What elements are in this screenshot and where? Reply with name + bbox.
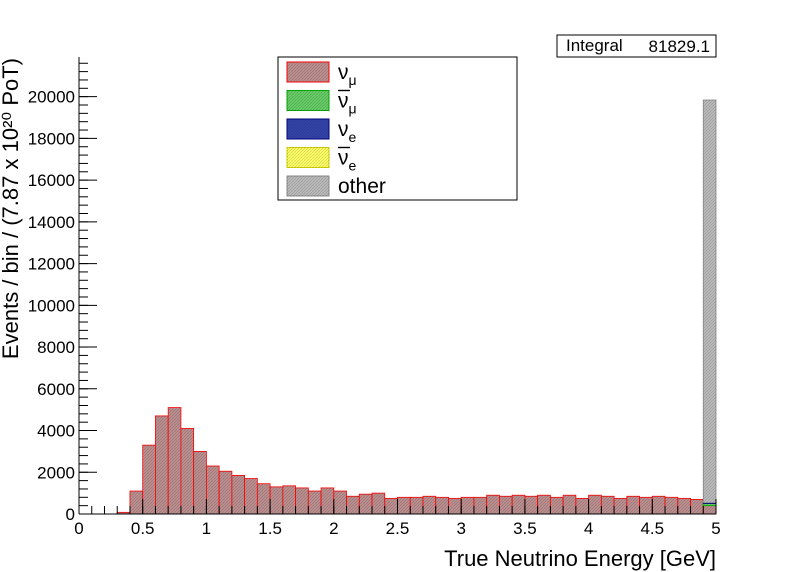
bar-hatch-4-49	[703, 99, 716, 503]
legend-swatch-hatch	[287, 62, 329, 82]
bar-hatch-0-6	[155, 415, 169, 514]
legend-label: νμ	[338, 90, 357, 117]
bar-hatch-0-45	[652, 496, 666, 514]
bar-hatch-0-37	[550, 497, 564, 514]
y-tick-label: 16000	[28, 171, 75, 190]
stats-value: 81829.1	[649, 37, 710, 56]
bar-hatch-0-35	[524, 496, 538, 514]
bar-hatch-0-19	[321, 487, 334, 514]
bar-hatch-0-43	[626, 496, 640, 514]
y-axis-title: Events / bin / (7.87 x 10²⁰ PoT)	[0, 58, 23, 359]
bar-hatch-0-17	[295, 487, 309, 514]
bar-hatch-0-18	[308, 491, 322, 514]
bar-hatch-0-10	[206, 466, 220, 514]
x-tick-label: 5	[711, 519, 720, 538]
tick-labels: 0 0.5 1 1.5 2 2.5 3 3.5 4 4.5 5 0 2000 4000 6000 8000 10…	[28, 88, 721, 538]
bar-hatch-0-47	[677, 498, 691, 514]
bar-hatch-0-31	[473, 497, 487, 514]
y-tick-label: 4000	[37, 422, 75, 441]
legend-swatch-hatch	[287, 147, 329, 168]
bar-hatch-0-20	[333, 491, 347, 514]
bar-hatch-0-34	[512, 495, 525, 514]
bar-hatch-0-48	[690, 499, 704, 514]
x-tick-label: 3	[456, 519, 465, 538]
x-tick-label: 0.5	[131, 519, 155, 538]
tick-marks	[78, 62, 717, 515]
y-tick-label: 12000	[28, 255, 75, 274]
legend-label: νe	[338, 118, 357, 145]
bar-hatch-0-9	[193, 451, 207, 514]
bar-hatch-0-16	[282, 485, 296, 514]
stats-label: Integral	[566, 36, 623, 55]
x-tick-label: 0	[74, 519, 83, 538]
bar-hatch-0-36	[537, 495, 551, 514]
y-tick-label: 6000	[37, 380, 75, 399]
bar-hatch-0-4	[129, 491, 143, 514]
bar-hatch-0-49	[703, 505, 716, 514]
legend-swatch-hatch	[287, 176, 329, 196]
bar-hatch-0-39	[575, 498, 589, 514]
bar-hatch-0-7	[168, 407, 181, 514]
bar-hatch-0-28	[435, 497, 449, 514]
bar-hatch-0-5	[142, 445, 156, 514]
legend-swatch-hatch	[287, 119, 329, 139]
legend-swatch-hatch	[287, 90, 329, 111]
bar-hatch-0-33	[499, 496, 513, 514]
y-tick-label: 2000	[37, 463, 75, 482]
x-axis-title: True Neutrino Energy [GeV]	[444, 546, 716, 571]
x-tick-label: 2.5	[386, 519, 410, 538]
bar-hatch-0-30	[461, 497, 474, 514]
legend-label: νμ	[338, 61, 357, 88]
bar-hatch-0-27	[422, 496, 436, 514]
bar-hatch-0-40	[588, 495, 602, 514]
x-tick-label: 4	[584, 519, 593, 538]
bar-hatch-0-22	[359, 494, 373, 514]
legend-label: νe	[338, 147, 357, 174]
bar-hatch-0-11	[219, 471, 232, 514]
bar-hatch-0-8	[180, 428, 194, 514]
x-tick-label: 4.5	[640, 519, 664, 538]
legend-label: other	[338, 175, 386, 198]
bar-hatch-1-49	[703, 503, 716, 506]
y-tick-label: 8000	[37, 338, 75, 357]
bar-hatch-0-42	[614, 498, 627, 514]
bar-hatch-0-3	[117, 512, 130, 514]
y-tick-label: 20000	[28, 88, 75, 107]
x-tick-label: 2	[329, 519, 338, 538]
bar-hatch-0-44	[639, 497, 653, 514]
bar-hatch-0-13	[244, 478, 258, 514]
x-tick-label: 3.5	[513, 519, 537, 538]
stats-box: Integral 81829.1	[556, 34, 717, 58]
bar-hatch-0-32	[486, 495, 500, 514]
bar-hatch-0-12	[231, 475, 245, 514]
bar-hatch-0-46	[665, 497, 678, 514]
y-tick-label: 18000	[28, 129, 75, 148]
bar-hatch-0-15	[270, 486, 283, 514]
bar-hatch-0-26	[410, 497, 423, 514]
bar-hatch-0-23	[372, 493, 385, 514]
bar-hatch-0-41	[601, 496, 615, 514]
x-tick-label: 1.5	[258, 519, 282, 538]
bar-hatch-0-21	[346, 496, 360, 514]
histogram-bars	[116, 99, 717, 515]
bar-hatch-2-49	[703, 502, 716, 504]
bar-hatch-0-25	[397, 497, 411, 514]
y-tick-label: 10000	[28, 296, 75, 315]
x-tick-label: 1	[202, 519, 211, 538]
bar-hatch-0-24	[384, 498, 398, 514]
bar-hatch-0-29	[448, 498, 462, 514]
bar-hatch-0-38	[563, 495, 576, 514]
y-tick-label: 14000	[28, 213, 75, 232]
bar-hatch-0-14	[257, 483, 271, 514]
y-tick-label: 0	[66, 505, 75, 524]
